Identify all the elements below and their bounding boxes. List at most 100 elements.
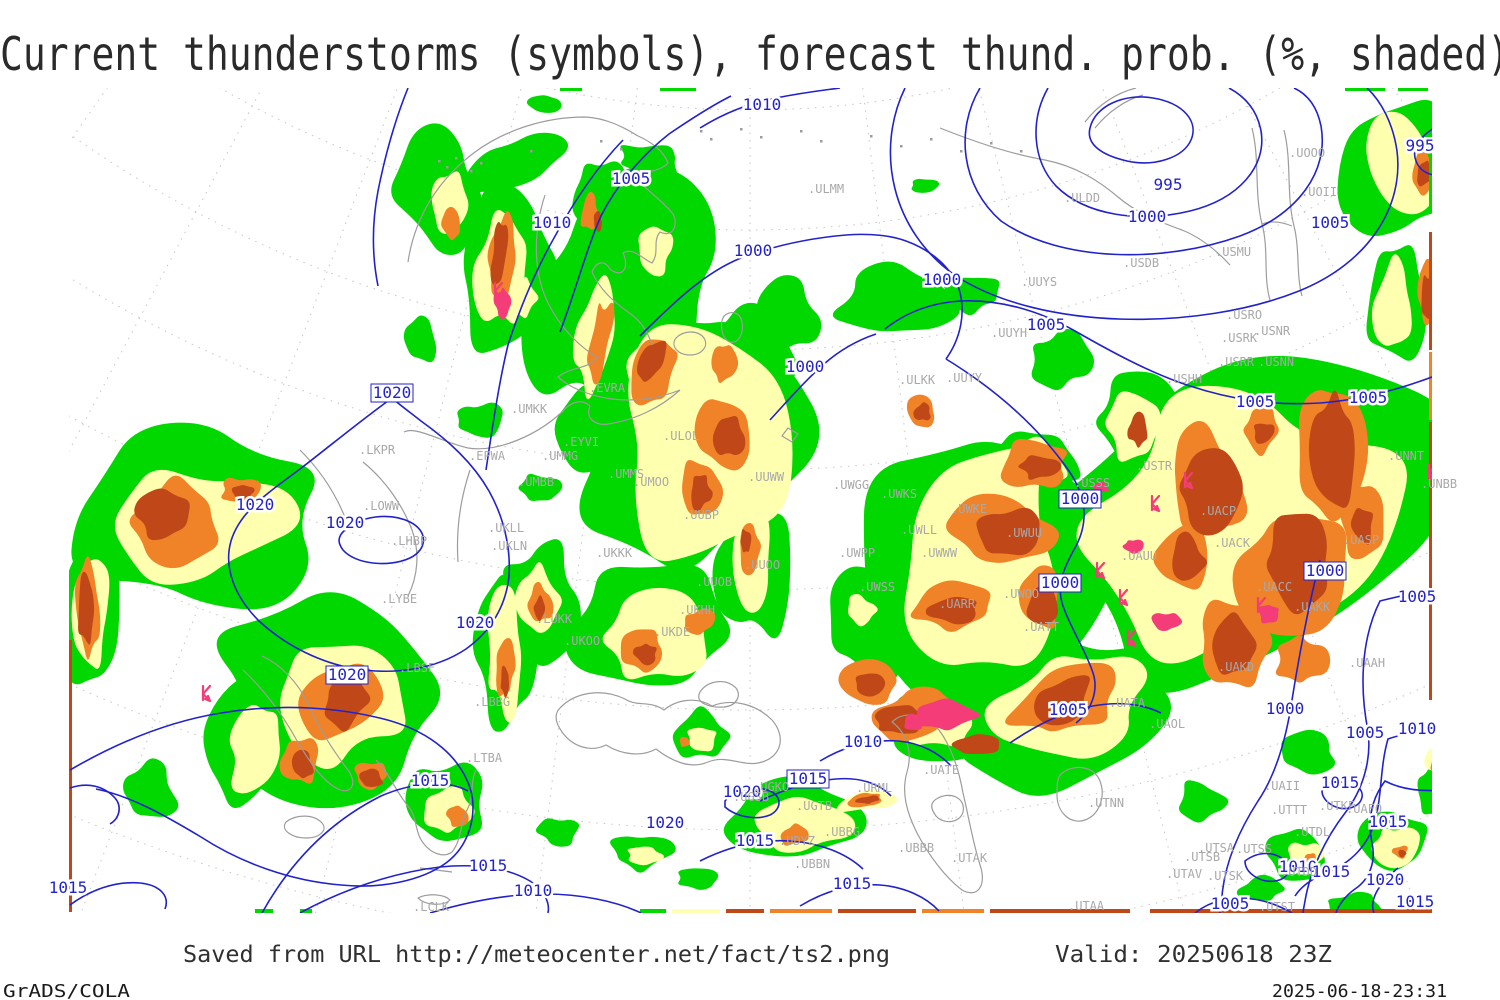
edge-shading-strip: [1345, 88, 1385, 91]
station-label: .LUKK: [536, 612, 573, 626]
coastline: [467, 389, 681, 450]
coastline: [591, 271, 653, 346]
prob-shading-blob-l1: [832, 261, 960, 332]
isobar-contour: [1194, 897, 1293, 913]
isobar-contour: [338, 515, 425, 565]
grads-cola-credit: GrADS/COLA: [3, 981, 130, 1000]
station-label: .UTDL: [1294, 825, 1330, 839]
station-label: .UUWW: [748, 470, 785, 484]
isobar-contour: [1371, 867, 1399, 913]
edge-shading-strip: [640, 909, 666, 913]
isobar-contour: [1302, 587, 1432, 913]
station-label: .UKLL: [488, 521, 524, 535]
prob-shading-blob-l2: [754, 797, 856, 853]
station-label: .UUBP: [683, 508, 719, 522]
prob-shading-blob-l4: [1308, 390, 1355, 508]
terrain-speckle: [700, 130, 703, 133]
thunderstorm-symbol: [201, 684, 212, 703]
station-label: .UMMG: [542, 449, 578, 463]
isobar-contour: [69, 881, 167, 910]
prob-shading-blob-l4: [490, 221, 509, 285]
terrain-speckle: [620, 148, 623, 151]
graticule-line: [314, 88, 522, 913]
isobar-label: 1005: [1398, 587, 1437, 606]
prob-shading-blob-l1: [518, 473, 563, 501]
isobar-label: 1005: [1236, 392, 1275, 411]
station-label: .LHBP: [391, 534, 427, 548]
prob-shading-blob-l2: [229, 704, 280, 794]
edge-shading-strip: [726, 909, 764, 913]
station-label: .USHH: [1166, 372, 1202, 386]
isobar-label: 1015: [736, 831, 775, 850]
isobar-contour: [1294, 727, 1432, 897]
prob-shading-blob-l4: [1398, 849, 1407, 858]
prob-shading-blob-l3: [1430, 760, 1432, 772]
station-label: .UWSS: [859, 580, 895, 594]
isobar-label: 1000: [1128, 207, 1167, 226]
prob-shading-blob-l4: [533, 595, 546, 622]
station-label: .UAKD: [1218, 660, 1254, 674]
prob-shading-blob-l4: [500, 665, 510, 699]
station-label: .UATA: [1109, 696, 1146, 710]
prob-shading-blob-l1: [526, 95, 562, 113]
thunderstorm-symbol: [1126, 629, 1137, 648]
isobar-contour: [1088, 96, 1194, 164]
prob-shading-blob-l1: [403, 315, 437, 363]
isobar-contour: [227, 396, 511, 672]
station-label: .UUYH: [991, 326, 1027, 340]
prob-shading-blob-l5: [915, 698, 980, 731]
prob-shading-blob-l4: [1179, 448, 1243, 536]
thunderstorm-symbol: [493, 281, 504, 300]
coastline: [891, 714, 983, 894]
station-label: .USMU: [1215, 245, 1251, 259]
station-label: .UDYZ: [779, 834, 815, 848]
prob-shading-blob-l4: [1018, 455, 1062, 480]
map-title: Current thunderstorms (symbols), forecas…: [0, 27, 1500, 81]
isobar-contour: [559, 95, 732, 333]
prob-shading-blob-l4: [134, 488, 190, 541]
isobar-label: 1020: [1366, 870, 1405, 889]
station-label: .UBBB: [898, 841, 934, 855]
isobar-label: 1010: [844, 732, 883, 751]
isobar-label: 1015: [469, 856, 508, 875]
prob-shading-blob-l4: [324, 670, 371, 732]
prob-shading-blob-l5: [1151, 613, 1183, 632]
prob-shading-blob-l3: [496, 637, 516, 697]
station-label: .UACC: [1256, 580, 1292, 594]
prob-shading-blob-l4: [632, 643, 657, 666]
station-label: .USRO: [1226, 308, 1262, 322]
isobar-contour: [759, 777, 892, 802]
isobar-contour: [724, 787, 780, 819]
terrain-speckle: [1020, 150, 1023, 153]
terrain-speckle: [530, 150, 533, 153]
isobar-label: 1020: [373, 383, 412, 402]
edge-shading-strip: [770, 909, 832, 913]
edge-shading-strip: [69, 640, 72, 912]
station-label: .UAKK: [1294, 600, 1331, 614]
isobar-label: 1005: [1311, 213, 1350, 232]
prob-shading-blob-l3: [684, 608, 716, 635]
station-label: .UBBN: [794, 857, 830, 871]
isobar-label: 1005: [612, 169, 651, 188]
station-label: .LOWW: [363, 499, 400, 513]
station-label: .EVRA: [589, 381, 626, 395]
station-label: .UTAK: [951, 851, 988, 865]
prob-shading-blob-l1: [1178, 780, 1229, 823]
thunderstorm-symbol: [1427, 463, 1432, 481]
coastline: [1261, 221, 1293, 227]
station-label: .UWUU: [1006, 526, 1042, 540]
station-label: .UACP: [1200, 504, 1236, 518]
station-label: .UWOO: [1003, 587, 1039, 601]
isobar-label-box: [370, 383, 414, 403]
prob-shading-blob-l4: [1127, 411, 1148, 448]
terrain-speckle: [960, 150, 963, 153]
station-label: .UMOO: [633, 475, 669, 489]
coastline: [299, 449, 347, 521]
isobar-contour: [799, 883, 940, 912]
prob-shading-blob-l4: [712, 416, 746, 455]
isobar-label: 1020: [646, 813, 685, 832]
station-label: .USTR: [1136, 459, 1173, 473]
station-label: .UWWW: [921, 546, 958, 560]
station-label: .ULMM: [808, 182, 844, 196]
prob-shading-blob-l4: [976, 507, 1040, 556]
